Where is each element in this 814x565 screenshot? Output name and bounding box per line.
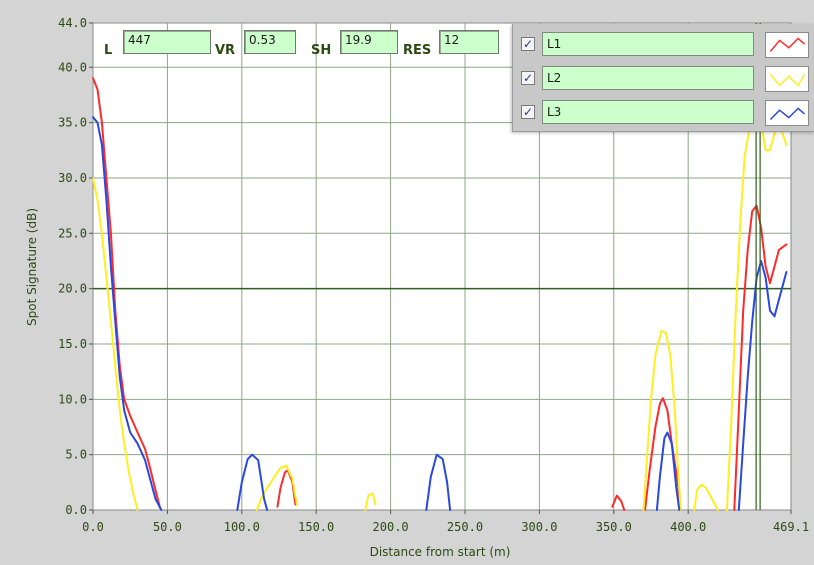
legend-checkbox-l1[interactable]: ✓	[521, 37, 535, 51]
legend-name-l2[interactable]: L2	[542, 66, 754, 90]
series-l1-line	[733, 204, 788, 511]
legend-swatch-l1[interactable]	[765, 32, 809, 58]
x-tick-label: 400.0	[670, 520, 706, 534]
indicator-res-label: RES	[403, 43, 432, 58]
y-axis-ticks: 0.0 5.0 10.0 15.0 20.0 25.0 30.0 35.0 40.0 44.0	[58, 16, 93, 517]
series-l3-line	[236, 453, 269, 511]
y-tick-label: 30.0	[58, 171, 87, 185]
indicator-sh-value: 19.9	[340, 30, 398, 54]
indicator-l-value: 447	[123, 30, 211, 54]
series-l2-line	[642, 329, 682, 511]
indicator-l-label: L	[104, 43, 113, 58]
legend-row-l1: ✓ L1	[513, 28, 814, 58]
legend-swatch-l2[interactable]	[765, 66, 809, 92]
x-tick-label: 150.0	[298, 520, 334, 534]
series-l3-line	[655, 431, 681, 511]
x-tick-label: 300.0	[521, 520, 557, 534]
legend-row-l3: ✓ L3	[513, 96, 814, 126]
y-tick-label: 15.0	[58, 337, 87, 351]
legend-checkbox-l2[interactable]: ✓	[521, 71, 535, 85]
legend-row-l2: ✓ L2	[513, 62, 814, 92]
y-axis-label: Spot Signature (dB)	[25, 208, 39, 326]
x-tick-label: 350.0	[596, 520, 632, 534]
plot-legend: ✓ L1 ✓ L2 ✓ L3	[512, 24, 814, 132]
series-l1-line	[611, 494, 626, 511]
indicator-vr-label: VR	[215, 43, 236, 58]
x-tick-label: 0.0	[82, 520, 104, 534]
legend-swatch-l3[interactable]	[765, 100, 809, 126]
x-axis-ticks: 0.0 50.0 100.0 150.0 200.0 250.0 300.0 350.0 400…	[82, 510, 809, 534]
y-tick-label: 25.0	[58, 226, 87, 240]
x-tick-label: 469.1	[773, 520, 809, 534]
series-l3-line	[737, 260, 788, 511]
y-tick-label: 20.0	[58, 282, 87, 296]
series-l3-line	[92, 116, 163, 511]
legend-checkbox-l3[interactable]: ✓	[521, 105, 535, 119]
series-l1-line	[644, 397, 682, 511]
y-tick-label: 44.0	[58, 16, 87, 30]
legend-name-l1[interactable]: L1	[542, 32, 754, 56]
indicator-vr-value: 0.53	[244, 30, 296, 54]
y-tick-label: 35.0	[58, 116, 87, 130]
series-l2-line	[693, 483, 719, 511]
y-tick-label: 0.0	[65, 503, 87, 517]
y-tick-label: 5.0	[65, 448, 87, 462]
y-tick-label: 40.0	[58, 60, 87, 74]
series-l3-line	[425, 453, 452, 511]
x-tick-label: 100.0	[224, 520, 260, 534]
y-tick-label: 10.0	[58, 392, 87, 406]
plot-series	[92, 77, 788, 511]
x-tick-label: 250.0	[447, 520, 483, 534]
indicator-res-value: 12	[439, 30, 499, 54]
series-l2-line	[255, 464, 298, 511]
series-l1-line	[92, 77, 161, 509]
indicator-sh-label: SH	[311, 43, 332, 58]
x-tick-label: 50.0	[153, 520, 182, 534]
series-l2-line	[92, 177, 139, 511]
x-axis-label: Distance from start (m)	[370, 545, 511, 559]
x-tick-label: 200.0	[373, 520, 409, 534]
legend-name-l3[interactable]: L3	[542, 100, 754, 124]
series-l2-line	[364, 492, 377, 511]
